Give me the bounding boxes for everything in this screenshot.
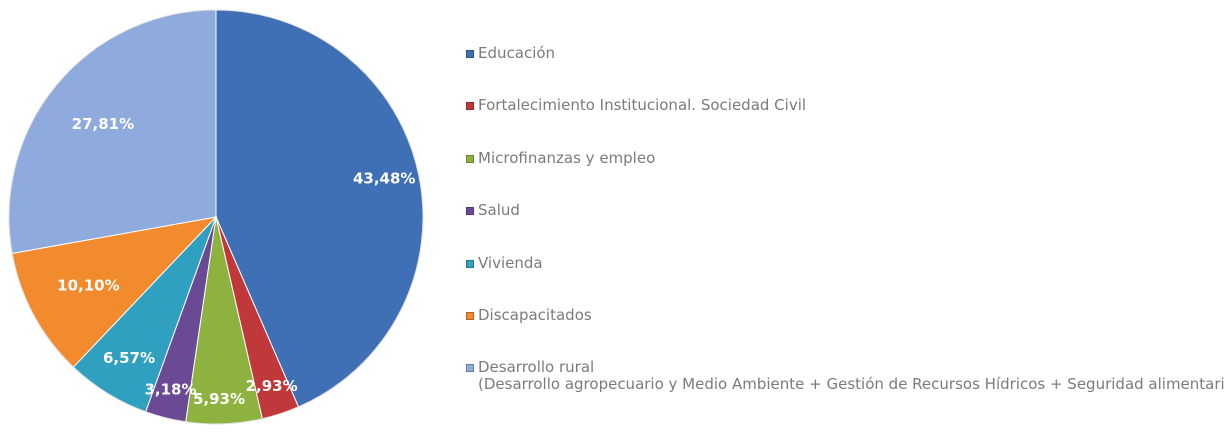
data-label-vivienda: 6,57% [103, 349, 155, 367]
legend-label: Microfinanzas y empleo [478, 149, 656, 167]
legend-item-vivienda: Vivienda [466, 255, 543, 272]
data-label-educacion: 43,48% [353, 170, 415, 188]
legend-marker-icon [466, 155, 474, 163]
legend-label: Fortalecimiento Institucional. Sociedad … [478, 96, 807, 114]
legend-label: Salud [478, 201, 520, 219]
data-label-fortalecimiento-institucional-sociedad-civil: 2,93% [246, 377, 298, 395]
pie-outline [8, 9, 424, 425]
legend-item-educacion: Educación [466, 45, 555, 62]
legend-item-salud: Salud [466, 202, 520, 219]
pie-slices [8, 9, 424, 425]
pie-slice-discapacitados [11, 216, 218, 368]
legend-label: Vivienda [478, 254, 543, 272]
pie-slice-educacion [215, 9, 424, 408]
legend-label: Educación [478, 44, 556, 62]
legend-item-discapacitados: Discapacitados [466, 307, 592, 324]
data-label-microfinanzas-y-empleo: 5,93% [193, 390, 245, 408]
data-label-discapacitados: 10,10% [57, 277, 119, 295]
pie-slice-desarrollo-rural [8, 9, 217, 254]
legend-marker-icon [466, 364, 474, 372]
legend-marker-icon [466, 207, 474, 215]
legend-item-fortalecimiento-institucional-sociedad-civil: Fortalecimiento Institucional. Sociedad … [466, 97, 806, 114]
legend-label: Desarrollo rural [478, 358, 595, 376]
legend-marker-icon [466, 312, 474, 320]
legend-marker-icon [466, 260, 474, 268]
legend-item-desarrollo-rural: Desarrollo rural (Desarrollo agropecuario… [466, 359, 1224, 393]
data-label-salud: 3,18% [144, 381, 196, 399]
legend-marker-icon [466, 102, 474, 110]
pie-labels: 43,48% 2,93%5,93%3,18% 6,57% 10,10% 27,81% [57, 115, 415, 408]
legend-item-microfinanzas-y-empleo: Microfinanzas y empleo [466, 150, 655, 167]
data-label-desarrollo-rural: 27,81% [72, 115, 134, 133]
pie-chart: 43,48% 2,93%5,93%3,18% 6,57% 10,10% 27,81% [8, 9, 424, 425]
legend-marker-icon [466, 50, 474, 58]
legend-sublabel: (Desarrollo agropecuario y Medio Ambient… [478, 375, 1224, 393]
legend-label: Discapacitados [478, 306, 592, 324]
